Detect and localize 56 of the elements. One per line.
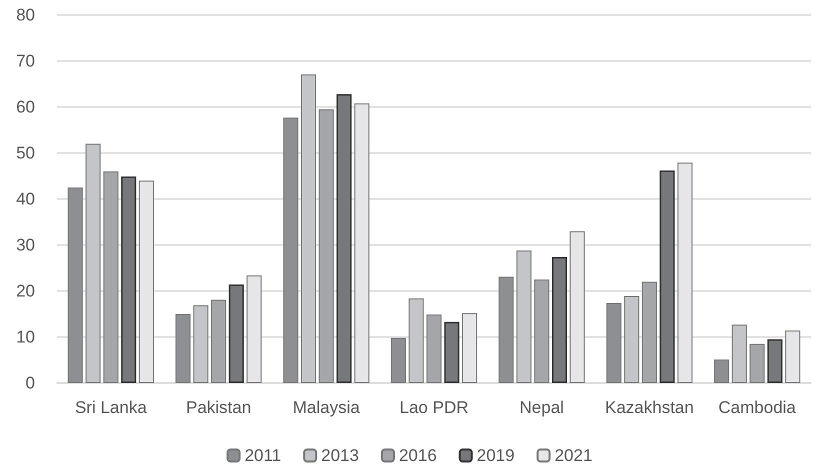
bar: [426, 314, 442, 383]
bar: [103, 171, 118, 383]
x-tick-label: Nepal: [520, 398, 564, 417]
bar: [300, 74, 316, 383]
y-tick-label: 60: [16, 98, 35, 116]
x-tick-label: Kazakhstan: [605, 398, 694, 417]
bar: [462, 313, 478, 383]
bar: [138, 180, 154, 383]
y-tick-label: 40: [16, 190, 35, 208]
bar: [624, 296, 640, 383]
bar: [246, 275, 262, 383]
bar: [175, 314, 191, 383]
y-tick-label: 10: [16, 328, 35, 346]
y-tick-label: 50: [16, 144, 35, 162]
legend-label: 2011: [244, 446, 282, 465]
bar: [750, 344, 765, 383]
bar: [354, 103, 370, 383]
bar: [516, 250, 532, 383]
x-tick-label: Cambodia: [718, 398, 796, 417]
y-tick-label: 30: [16, 236, 35, 254]
x-tick-label: Malaysia: [292, 398, 360, 417]
bar: [570, 231, 585, 383]
y-tick-label: 0: [26, 374, 35, 392]
bar: [211, 300, 226, 383]
legend-label: 2013: [321, 446, 359, 465]
bar: [534, 280, 550, 383]
bar: [408, 298, 424, 383]
bar: [767, 339, 782, 383]
bar: [86, 144, 101, 383]
bar: [193, 305, 208, 383]
bar: [642, 282, 657, 383]
x-tick-label: Pakistan: [186, 398, 252, 417]
bar: [552, 256, 568, 383]
y-tick-label: 80: [16, 6, 35, 24]
bar: [390, 338, 406, 383]
legend-label: 2021: [554, 446, 592, 465]
bar: [336, 94, 352, 383]
legend-label: 2016: [398, 446, 437, 465]
bar: [283, 118, 298, 383]
y-tick-label: 20: [16, 282, 35, 300]
bar: [121, 176, 136, 383]
bar: [660, 170, 675, 383]
bar: [714, 360, 730, 383]
y-tick-label: 70: [16, 52, 35, 70]
bar: [606, 302, 622, 383]
x-tick-label: Sri Lanka: [74, 398, 148, 417]
legend-label: 2019: [476, 446, 515, 465]
bar: [498, 276, 514, 383]
bar: [228, 284, 244, 383]
bar: [677, 162, 693, 383]
bar: [68, 188, 83, 383]
bar: [318, 109, 334, 383]
x-tick-label: Lao PDR: [400, 398, 468, 417]
bar: [785, 330, 800, 383]
bar: [732, 324, 747, 383]
bar: [444, 322, 460, 383]
